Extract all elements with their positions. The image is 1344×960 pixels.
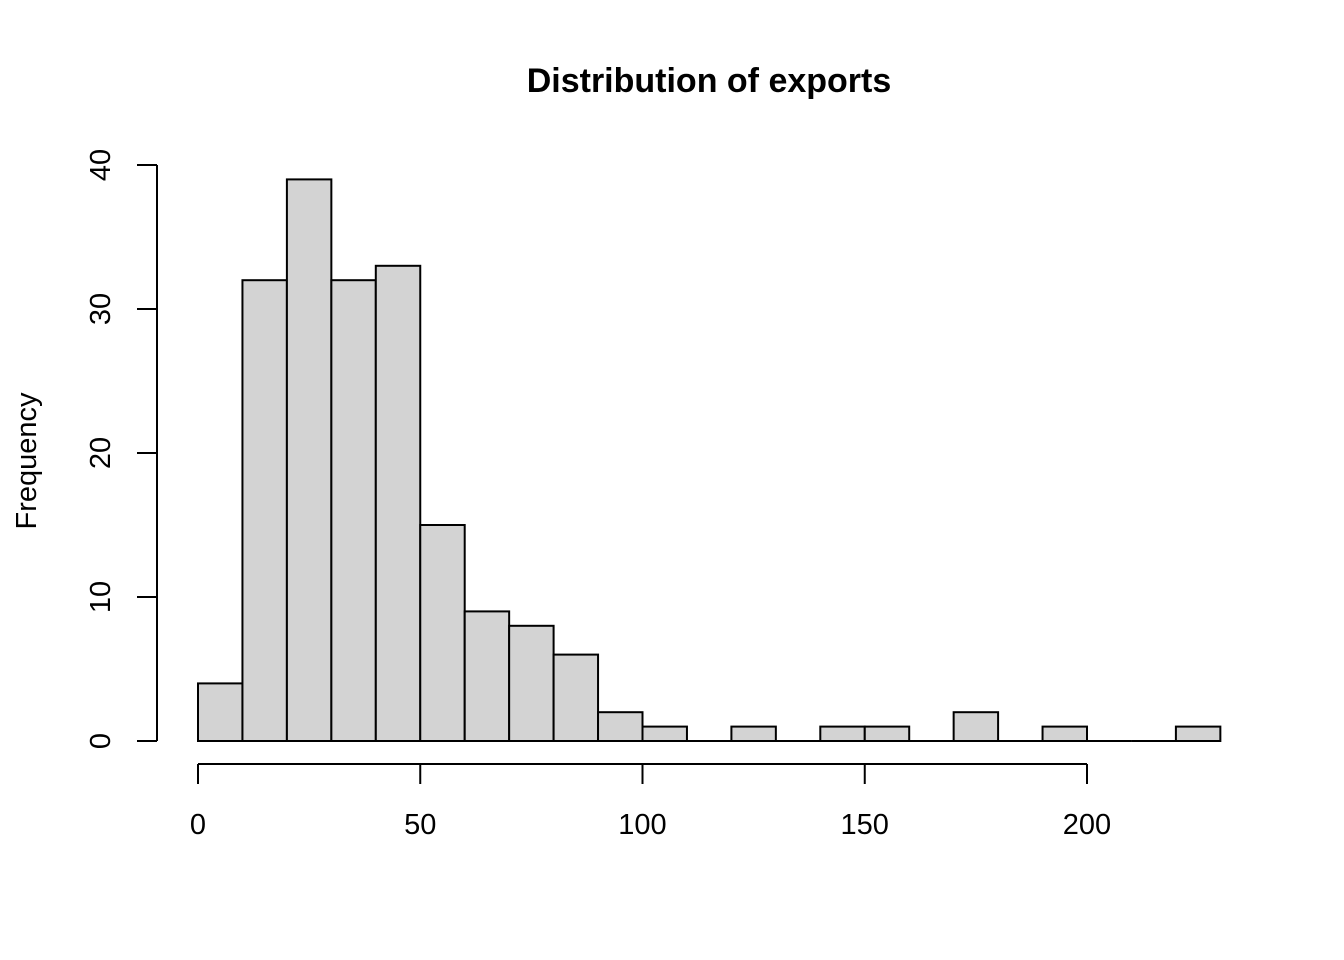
- x-axis: 0 50 100 150 200: [190, 763, 1111, 841]
- y-tick-label: 30: [85, 293, 117, 325]
- histogram-bar: [330, 279, 377, 742]
- histogram-bar: [285, 178, 333, 742]
- x-tick-label: 200: [1063, 809, 1111, 841]
- histogram-bar: [1174, 725, 1222, 742]
- histogram-bar: [552, 653, 600, 742]
- histogram-bar: [419, 524, 466, 742]
- histogram-bar: [241, 279, 288, 742]
- y-tick-label: 0: [85, 733, 117, 749]
- histogram-bar: [597, 711, 644, 743]
- histogram-bar: [463, 610, 511, 743]
- histogram-bar: [1041, 725, 1089, 742]
- y-tick-label: 20: [85, 437, 117, 469]
- x-tick-label: 50: [404, 809, 436, 841]
- y-axis: 0 10 20 30 40: [85, 149, 158, 749]
- x-tick-label: 0: [190, 809, 206, 841]
- y-tick-label: 10: [85, 581, 117, 613]
- x-tick-label: 100: [618, 809, 666, 841]
- histogram-bar: [863, 725, 911, 742]
- bars-group: [197, 178, 1222, 743]
- y-axis-label: Frequency: [11, 392, 43, 530]
- x-tick-label: 150: [841, 809, 889, 841]
- histogram-bar: [952, 711, 1000, 743]
- y-tick-label: 40: [85, 149, 117, 181]
- histogram-bar: [641, 725, 688, 742]
- histogram-bar: [508, 624, 555, 742]
- chart-title: Distribution of exports: [527, 62, 892, 100]
- histogram-bar: [374, 264, 422, 742]
- histogram-bar: [819, 725, 866, 742]
- histogram-bar: [730, 725, 777, 742]
- histogram-bar: [197, 682, 244, 743]
